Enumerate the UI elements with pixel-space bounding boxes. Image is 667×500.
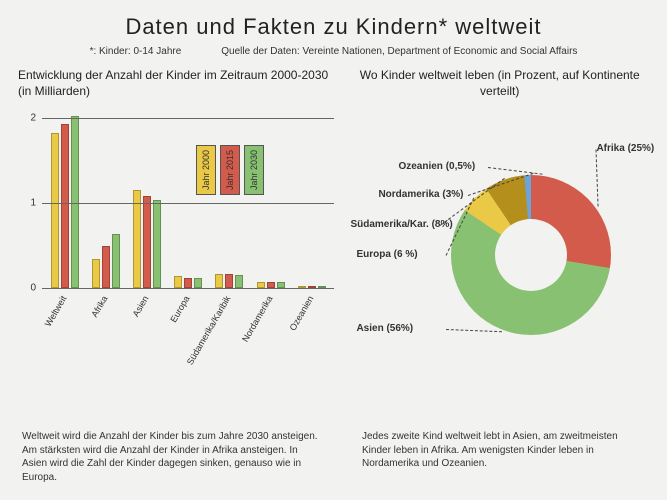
gridline xyxy=(42,118,334,119)
bar xyxy=(174,276,182,288)
bar xyxy=(225,274,233,289)
legend-box: Jahr 2000 xyxy=(196,145,216,195)
bar xyxy=(61,124,69,288)
x-tick-label: Afrika xyxy=(89,291,122,365)
bar xyxy=(112,234,120,289)
donut-chart-panel: Wo Kinder weltweit leben (in Prozent, au… xyxy=(350,67,649,365)
bar xyxy=(92,259,100,289)
subtitle-row: *: Kinder: 0-14 Jahre Quelle der Daten: … xyxy=(0,46,667,57)
donut-chart-caption: Jedes zweite Kind weltweit lebt in Asien… xyxy=(362,430,622,484)
footnote-text: *: Kinder: 0-14 Jahre xyxy=(90,46,182,57)
donut-slice-label: Europa (6 %) xyxy=(356,249,417,260)
infographic-page: { "title": "Daten und Fakten zu Kindern*… xyxy=(0,0,667,500)
donut-slice-label: Afrika (25%) xyxy=(596,143,654,154)
page-title: Daten und Fakten zu Kindern* weltweit xyxy=(0,0,667,40)
bar xyxy=(102,246,110,289)
y-tick-label: 2 xyxy=(30,112,42,123)
bar-x-labels: WeltweitAfrikaAsienEuropaSüdamerika/Kari… xyxy=(42,291,334,365)
bar-group xyxy=(172,113,205,288)
bar-group xyxy=(295,113,328,288)
bar xyxy=(184,278,192,288)
donut-chart-title: Wo Kinder weltweit leben (in Prozent, au… xyxy=(350,67,649,99)
bar-group xyxy=(48,113,81,288)
bar-chart-title: Entwicklung der Anzahl der Kinder im Zei… xyxy=(18,67,334,99)
donut-slice-label: Südamerika/Kar. (8%) xyxy=(350,219,452,230)
bar-group xyxy=(89,113,122,288)
gridline xyxy=(42,203,334,204)
donut-slice-label: Ozeanien (0,5%) xyxy=(398,161,475,172)
legend-box: Jahr 2015 xyxy=(220,145,240,195)
bar-group xyxy=(213,113,246,288)
bar-group xyxy=(130,113,163,288)
y-tick-label: 1 xyxy=(30,198,42,209)
bar xyxy=(235,275,243,289)
leader-line xyxy=(446,329,502,332)
bar-groups xyxy=(42,113,334,288)
bar-chart: 012 WeltweitAfrikaAsienEuropaSüdamerika/… xyxy=(18,105,334,365)
x-tick-label: Ozeanien xyxy=(295,291,328,365)
x-tick-label: Nordamerika xyxy=(254,291,287,365)
bar xyxy=(51,133,59,288)
x-tick-label: Südamerika/Karibik xyxy=(213,291,246,365)
donut-chart: Afrika (25%)Asien (56%)Europa (6 %)Südam… xyxy=(350,105,649,365)
y-tick-label: 0 xyxy=(30,283,42,294)
bar-chart-panel: Entwicklung der Anzahl der Kinder im Zei… xyxy=(18,67,334,365)
legend-box: Jahr 2030 xyxy=(244,145,264,195)
leader-line xyxy=(596,150,599,207)
gridline xyxy=(42,288,334,289)
bar-chart-caption: Weltweit wird die Anzahl der Kinder bis … xyxy=(22,430,322,484)
bar-group xyxy=(254,113,287,288)
charts-row: Entwicklung der Anzahl der Kinder im Zei… xyxy=(0,67,667,365)
captions-row: Weltweit wird die Anzahl der Kinder bis … xyxy=(22,430,645,484)
bar xyxy=(194,278,202,288)
x-tick-label: Asien xyxy=(130,291,163,365)
x-tick-label: Weltweit xyxy=(48,291,81,365)
donut-slice-label: Nordamerika (3%) xyxy=(378,189,463,200)
source-text: Quelle der Daten: Vereinte Nationen, Dep… xyxy=(221,46,577,57)
bar xyxy=(133,190,141,288)
bar-legend: Jahr 2000Jahr 2015Jahr 2030 xyxy=(196,145,264,195)
bar xyxy=(153,200,161,288)
bar xyxy=(215,274,223,289)
bar-plot-area: 012 xyxy=(42,113,334,289)
leader-line xyxy=(488,167,542,175)
donut-slice-label: Asien (56%) xyxy=(356,323,413,334)
bar xyxy=(143,196,151,288)
